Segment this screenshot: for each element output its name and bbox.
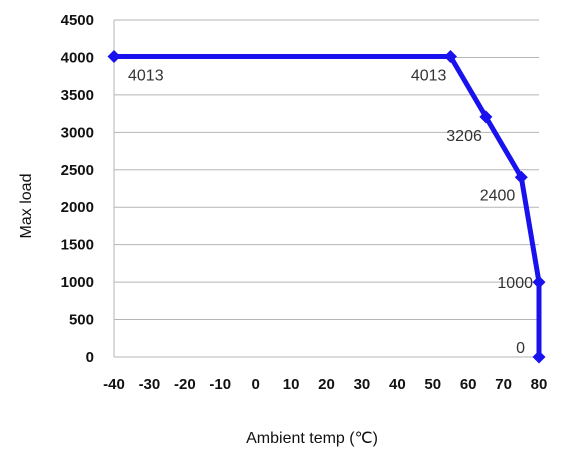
data-label: 0 [516, 340, 525, 357]
x-axis-title: Ambient temp (℃) [246, 430, 378, 447]
x-tick-label: -30 [139, 376, 161, 393]
data-point-marker [514, 170, 528, 184]
data-label: 3206 [446, 128, 482, 145]
y-tick-label: 1000 [61, 274, 94, 291]
y-tick-label: 3500 [61, 87, 94, 104]
x-tick-label: 30 [354, 376, 371, 393]
x-tick-label: -10 [209, 376, 231, 393]
series-line [114, 53, 542, 357]
x-tick-label: 10 [283, 376, 300, 393]
x-tick-label: 20 [318, 376, 335, 393]
y-tick-label: 4000 [61, 49, 94, 66]
series-layer [107, 49, 546, 364]
x-axis-ticks: -40 -30 -20 -10 0 10 20 30 40 50 60 70 80 [103, 376, 547, 393]
y-axis-ticks: 0 500 1000 1500 2000 2500 3000 3500 4000 4500 [61, 12, 94, 366]
data-label: 4013 [411, 67, 447, 84]
x-tick-label: 80 [531, 376, 548, 393]
x-tick-label: -20 [174, 376, 196, 393]
y-tick-label: 2000 [61, 199, 94, 216]
y-tick-label: 500 [69, 312, 94, 329]
x-tick-label: 0 [251, 376, 259, 393]
data-point-marker [532, 275, 546, 289]
y-tick-label: 0 [86, 349, 94, 366]
data-labels: 4013 4013 3206 2400 1000 0 [128, 67, 533, 357]
y-tick-label: 4500 [61, 12, 94, 29]
y-tick-label: 3000 [61, 124, 94, 141]
x-tick-label: 70 [495, 376, 512, 393]
data-point-marker [443, 49, 457, 63]
data-point-marker [107, 49, 121, 63]
x-tick-label: 50 [424, 376, 441, 393]
y-tick-label: 1500 [61, 237, 94, 254]
x-tick-label: 40 [389, 376, 406, 393]
data-point-marker [479, 110, 493, 124]
y-axis-title: Max load [18, 174, 35, 239]
data-label: 2400 [480, 187, 516, 204]
data-point-marker [532, 350, 546, 364]
data-label: 1000 [497, 275, 533, 292]
y-tick-label: 2500 [61, 162, 94, 179]
x-tick-label: -40 [103, 376, 125, 393]
x-tick-label: 60 [460, 376, 477, 393]
gridlines [113, 19, 539, 358]
data-label: 4013 [128, 67, 164, 84]
